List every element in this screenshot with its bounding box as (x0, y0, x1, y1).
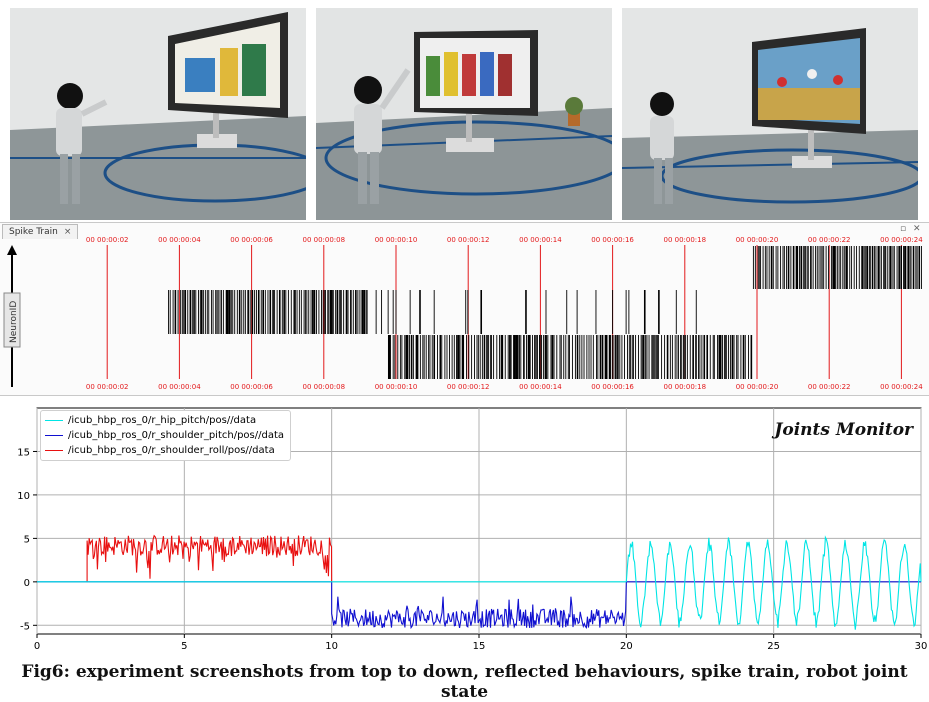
scene-3-screenshot (622, 8, 918, 220)
close-icon[interactable]: ✕ (913, 224, 921, 234)
time-label-top: 00 00:00:10 (375, 236, 418, 244)
chart-legend: /icub_hbp_ros_0/r_hip_pitch/pos//data/ic… (40, 410, 292, 461)
time-label-bottom: 00 00:00:14 (519, 383, 562, 391)
joints-monitor-title: Joints Monitor (774, 420, 913, 440)
time-label-bottom: 00 00:00:04 (158, 383, 201, 391)
time-label-bottom: 00 00:00:18 (664, 383, 707, 391)
x-tick-label: 20 (620, 641, 633, 652)
y-tick-label: -5 (20, 621, 30, 632)
time-label-bottom: 00 00:00:10 (375, 383, 418, 391)
y-tick-label: 0 (24, 578, 30, 589)
time-label-top: 00 00:00:12 (447, 236, 490, 244)
time-label-top: 00 00:00:22 (808, 236, 851, 244)
series-line-0 (37, 535, 922, 630)
tab-close-icon[interactable]: × (63, 227, 72, 237)
legend-label: /icub_hbp_ros_0/r_hip_pitch/pos//data (68, 415, 257, 426)
time-label-top: 00 00:00:18 (664, 236, 707, 244)
time-label-bottom: 00 00:00:24 (880, 383, 923, 391)
time-label-bottom: 00 00:00:06 (230, 383, 273, 391)
x-tick-label: 25 (767, 641, 780, 652)
x-tick-label: 10 (325, 641, 338, 652)
time-label-bottom: 00 00:00:22 (808, 383, 851, 391)
spike-train-plot: NeuronID 00 00:00:02 00 00:00:02 00 00:00:0… (3, 236, 923, 391)
time-label-top: 00 00:00:06 (230, 236, 273, 244)
legend-swatch (45, 435, 63, 436)
scene-2-screenshot (316, 8, 612, 220)
time-label-top: 00 00:00:02 (86, 236, 129, 244)
x-tick-label: 30 (915, 641, 928, 652)
legend-entry: /icub_hbp_ros_0/r_shoulder_roll/pos//dat… (45, 443, 284, 458)
time-label-top: 00 00:00:24 (880, 236, 923, 244)
time-label-top: 00 00:00:20 (736, 236, 779, 244)
time-label-top: 00 00:00:16 (591, 236, 634, 244)
legend-entry: /icub_hbp_ros_0/r_shoulder_pitch/pos//da… (45, 428, 284, 443)
legend-label: /icub_hbp_ros_0/r_shoulder_pitch/pos//da… (68, 430, 285, 441)
x-tick-label: 15 (473, 641, 486, 652)
series-line-2 (86, 534, 333, 582)
spike-train-panel: NeuronID 00 00:00:02 00 00:00:02 00 00:00:0… (0, 222, 929, 396)
time-label-top: 00 00:00:14 (519, 236, 562, 244)
time-label-top: 00 00:00:08 (303, 236, 346, 244)
y-tick-label: 15 (17, 447, 30, 458)
axis-arrow-icon (7, 245, 17, 255)
figure-caption: Fig6: experiment screenshots from top to… (21, 662, 908, 702)
tab-spike-train[interactable]: Spike Train × (2, 224, 79, 239)
legend-entry: /icub_hbp_ros_0/r_hip_pitch/pos//data (45, 413, 284, 428)
time-label-bottom: 00 00:00:12 (447, 383, 490, 391)
scene-1-screenshot (10, 8, 306, 220)
x-tick-label: 5 (181, 641, 187, 652)
legend-swatch (45, 420, 63, 421)
neuron-axis-label: NeuronID (9, 301, 19, 343)
time-label-bottom: 00 00:00:02 (86, 383, 129, 391)
tab-label: Spike Train (9, 227, 58, 237)
x-tick-label: 0 (34, 641, 40, 652)
neuron-label-box (3, 292, 21, 348)
restore-icon[interactable]: ▫ (900, 224, 907, 234)
time-label-bottom: 00 00:00:16 (591, 383, 634, 391)
y-tick-label: 5 (24, 534, 30, 545)
legend-swatch (45, 450, 63, 451)
time-label-bottom: 00 00:00:08 (303, 383, 346, 391)
time-label-bottom: 00 00:00:20 (736, 383, 779, 391)
y-tick-label: 10 (17, 491, 30, 502)
time-label-top: 00 00:00:04 (158, 236, 201, 244)
legend-label: /icub_hbp_ros_0/r_shoulder_roll/pos//dat… (68, 445, 275, 456)
